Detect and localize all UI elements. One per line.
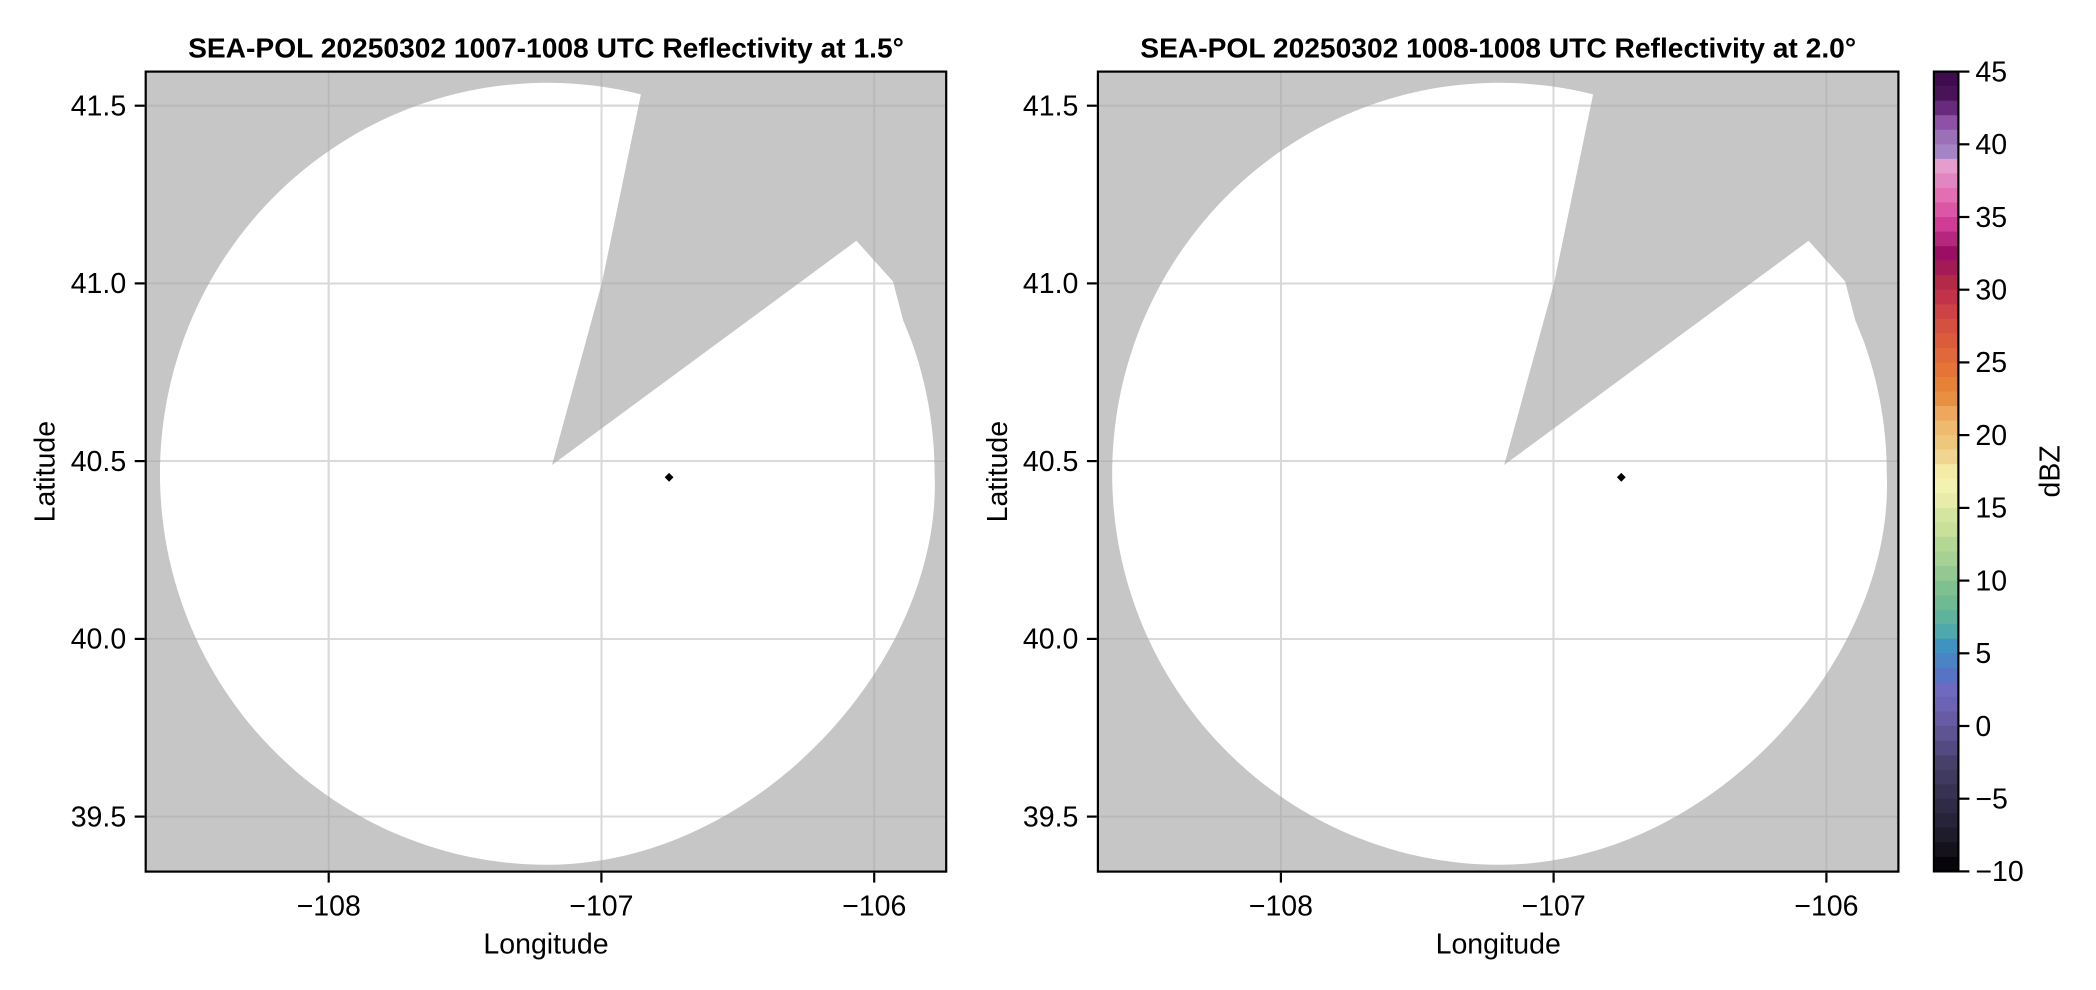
svg-text:40.0: 40.0: [71, 624, 126, 656]
svg-text:dBZ: dBZ: [2035, 445, 2067, 497]
svg-text:−106: −106: [842, 890, 906, 922]
svg-text:Latitude: Latitude: [30, 421, 62, 522]
svg-text:SEA-POL 20250302 1007-1008 UTC: SEA-POL 20250302 1007-1008 UTC Reflectiv…: [188, 32, 904, 64]
svg-text:Longitude: Longitude: [483, 929, 608, 961]
svg-text:35: 35: [1975, 202, 2007, 234]
svg-text:41.5: 41.5: [1023, 91, 1078, 123]
svg-text:15: 15: [1975, 493, 2007, 525]
svg-text:39.5: 39.5: [71, 801, 126, 833]
svg-text:−10: −10: [1975, 856, 2023, 888]
svg-text:Longitude: Longitude: [1436, 929, 1561, 961]
svg-text:25: 25: [1975, 347, 2007, 379]
svg-text:45: 45: [1975, 56, 2007, 88]
svg-text:41.0: 41.0: [1023, 268, 1078, 300]
svg-text:−5: −5: [1975, 784, 2008, 816]
svg-text:30: 30: [1975, 275, 2007, 307]
svg-text:5: 5: [1975, 638, 1991, 670]
svg-text:40.5: 40.5: [71, 446, 126, 478]
svg-text:0: 0: [1975, 711, 1991, 743]
svg-text:41.0: 41.0: [71, 268, 126, 300]
svg-text:−108: −108: [1249, 890, 1313, 922]
svg-text:−107: −107: [1521, 890, 1585, 922]
svg-text:−108: −108: [297, 890, 361, 922]
svg-text:40: 40: [1975, 129, 2007, 161]
svg-text:41.5: 41.5: [71, 91, 126, 123]
svg-text:−107: −107: [569, 890, 633, 922]
svg-text:39.5: 39.5: [1023, 801, 1078, 833]
svg-text:10: 10: [1975, 565, 2007, 597]
svg-text:Latitude: Latitude: [982, 421, 1014, 522]
svg-text:40.5: 40.5: [1023, 446, 1078, 478]
svg-text:20: 20: [1975, 420, 2007, 452]
svg-text:−106: −106: [1794, 890, 1858, 922]
svg-text:40.0: 40.0: [1023, 624, 1078, 656]
svg-text:SEA-POL 20250302 1008-1008 UTC: SEA-POL 20250302 1008-1008 UTC Reflectiv…: [1140, 32, 1856, 64]
